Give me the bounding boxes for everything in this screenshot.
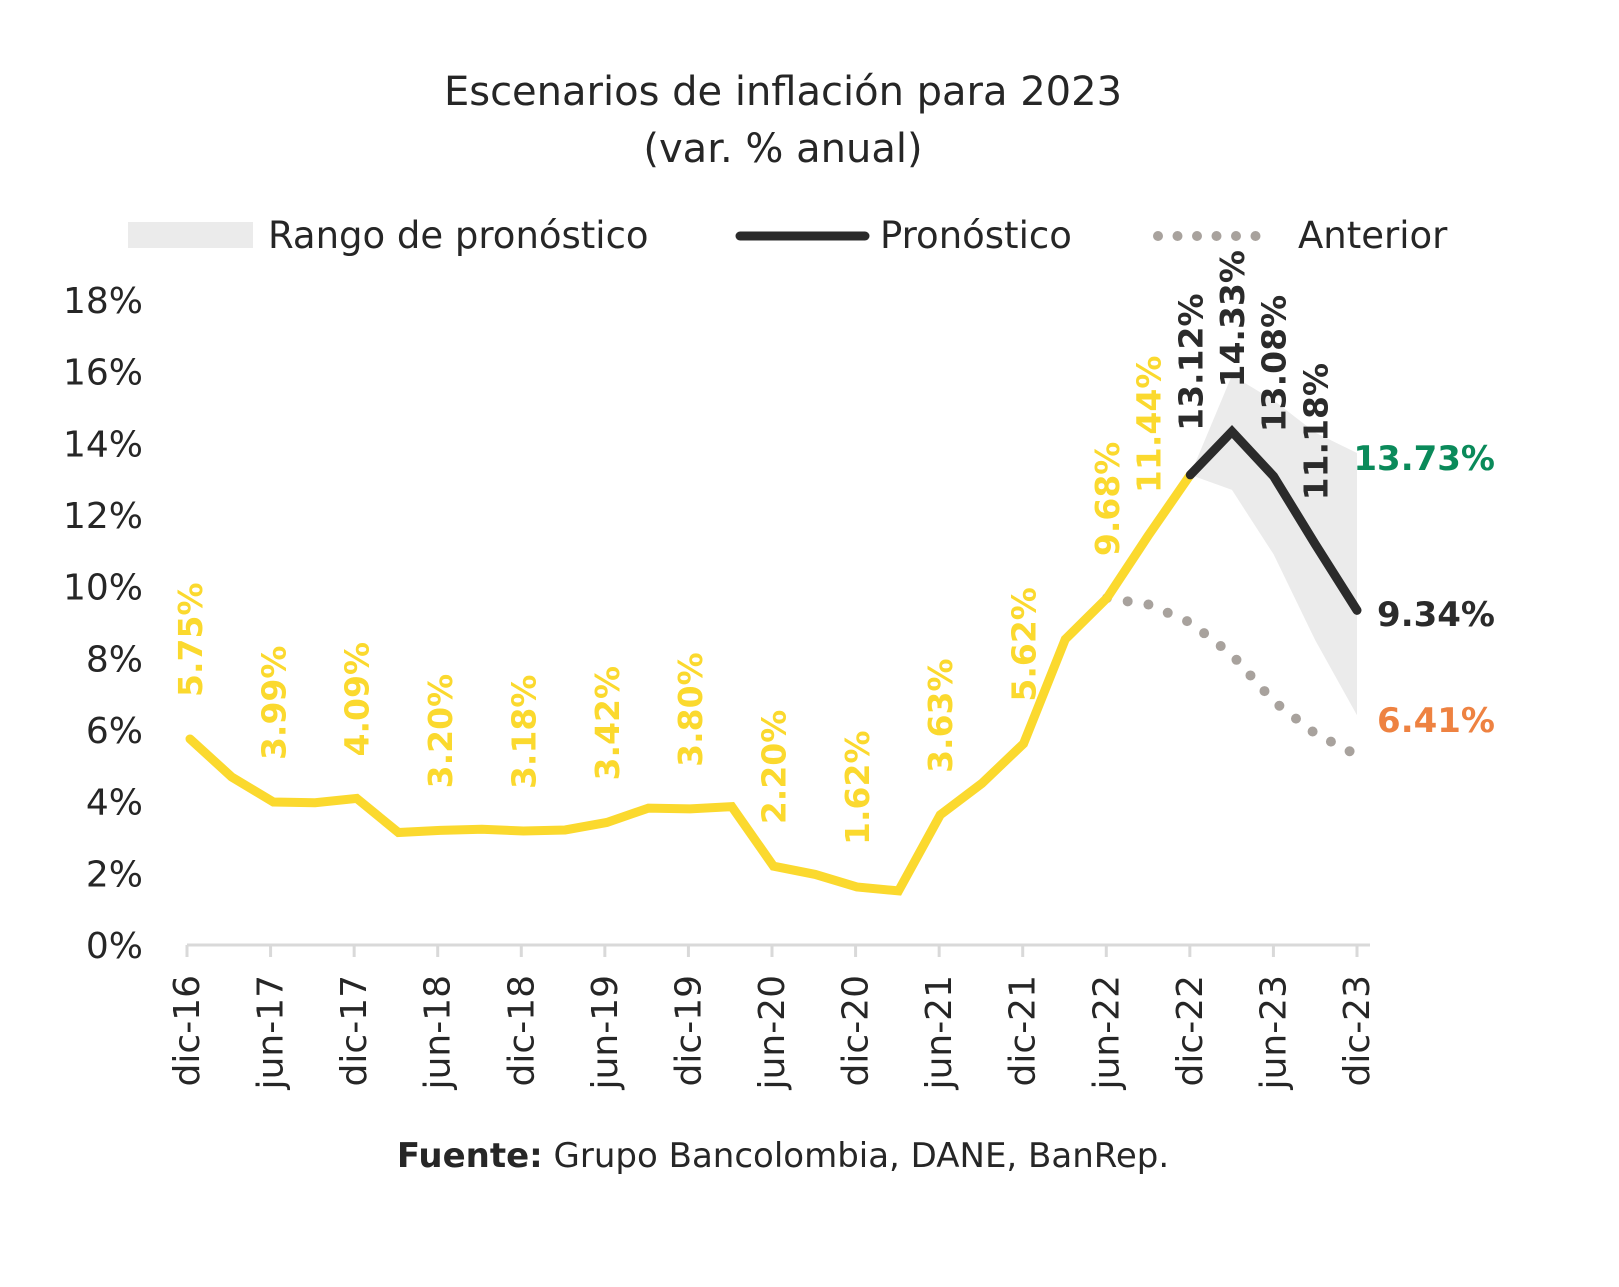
source-label: Fuente: bbox=[397, 1136, 543, 1176]
legend-previous-label: Anterior bbox=[1298, 214, 1448, 257]
x-tick-label: jun-22 bbox=[1086, 975, 1127, 1090]
x-tick-label: jun-23 bbox=[1253, 975, 1294, 1090]
y-tick-label: 4% bbox=[86, 783, 143, 824]
forecast-data-label: 14.33% bbox=[1213, 250, 1252, 387]
data-label: 4.09% bbox=[338, 642, 377, 757]
data-label: 3.42% bbox=[588, 666, 627, 781]
data-label: 11.44% bbox=[1130, 356, 1169, 493]
range-lower-label: 6.41% bbox=[1377, 701, 1495, 741]
legend-range-label: Rango de pronóstico bbox=[268, 214, 649, 257]
data-label: 5.75% bbox=[171, 582, 210, 697]
y-tick-label: 2% bbox=[86, 854, 143, 895]
forecast-end-label: 9.34% bbox=[1377, 595, 1495, 635]
y-tick-label: 8% bbox=[86, 639, 143, 680]
x-tick-label: jun-19 bbox=[585, 975, 626, 1090]
legend: Rango de pronóstico Pronóstico Anterior bbox=[128, 214, 1448, 257]
previous-forecast-line bbox=[1101, 593, 1362, 761]
x-tick-label: dic-18 bbox=[501, 975, 542, 1086]
chart-subtitle: (var. % anual) bbox=[643, 126, 922, 172]
range-upper-label: 13.73% bbox=[1353, 439, 1495, 479]
x-tick-label: jun-17 bbox=[251, 975, 292, 1090]
x-tick-label: dic-20 bbox=[836, 975, 877, 1086]
legend-forecast-label: Pronóstico bbox=[880, 214, 1072, 257]
x-tick-label: jun-20 bbox=[752, 975, 793, 1090]
data-label: 3.80% bbox=[671, 652, 710, 767]
data-label: 9.68% bbox=[1088, 442, 1127, 557]
forecast-data-label: 13.08% bbox=[1255, 295, 1294, 432]
y-tick-label: 0% bbox=[86, 926, 143, 967]
y-tick-label: 14% bbox=[63, 424, 143, 465]
y-tick-label: 12% bbox=[63, 496, 143, 537]
data-label: 3.20% bbox=[421, 674, 460, 789]
x-tick-label: dic-17 bbox=[334, 975, 375, 1086]
x-tick-label: dic-22 bbox=[1170, 975, 1211, 1086]
legend-range-swatch bbox=[128, 222, 253, 248]
data-label: 3.99% bbox=[254, 646, 293, 761]
x-tick-label: dic-21 bbox=[1003, 975, 1044, 1086]
y-tick-label: 6% bbox=[86, 711, 143, 752]
plot-area: 5.75% 3.99% 4.09% 3.20% 3.18% 3.42% 3.80% 2.20%… bbox=[171, 250, 1495, 896]
x-axis: dic-16 jun-17 dic-17 jun-18 dic-18 jun-19 dic-… bbox=[167, 943, 1378, 1090]
forecast-data-label: 11.18% bbox=[1296, 363, 1335, 500]
forecast-range-band bbox=[1190, 375, 1357, 716]
data-label: 3.18% bbox=[504, 675, 543, 790]
x-tick-label: dic-19 bbox=[668, 975, 709, 1086]
y-tick-label: 16% bbox=[63, 353, 143, 394]
data-label: 3.63% bbox=[921, 658, 960, 773]
data-label: 2.20% bbox=[755, 710, 794, 825]
x-tick-label: jun-21 bbox=[919, 975, 960, 1090]
source-text: Grupo Bancolombia, DANE, BanRep. bbox=[543, 1136, 1169, 1176]
data-label: 1.62% bbox=[838, 730, 877, 845]
chart-title: Escenarios de inflación para 2023 bbox=[444, 69, 1122, 115]
y-axis: 0% 2% 4% 6% 8% 10% 12% 14% 16% 18% bbox=[63, 281, 143, 967]
data-label: 5.62% bbox=[1005, 587, 1044, 702]
forecast-line bbox=[1185, 424, 1362, 615]
x-tick-label: dic-23 bbox=[1337, 975, 1378, 1086]
x-tick-label: jun-18 bbox=[418, 975, 459, 1090]
forecast-data-label: 13.12% bbox=[1171, 293, 1210, 430]
y-tick-label: 10% bbox=[63, 568, 143, 609]
observed-inflation-line bbox=[185, 470, 1195, 896]
source-note: Fuente: Grupo Bancolombia, DANE, BanRep. bbox=[397, 1136, 1169, 1176]
y-tick-label: 18% bbox=[63, 281, 143, 322]
x-tick-label: dic-16 bbox=[167, 975, 208, 1086]
